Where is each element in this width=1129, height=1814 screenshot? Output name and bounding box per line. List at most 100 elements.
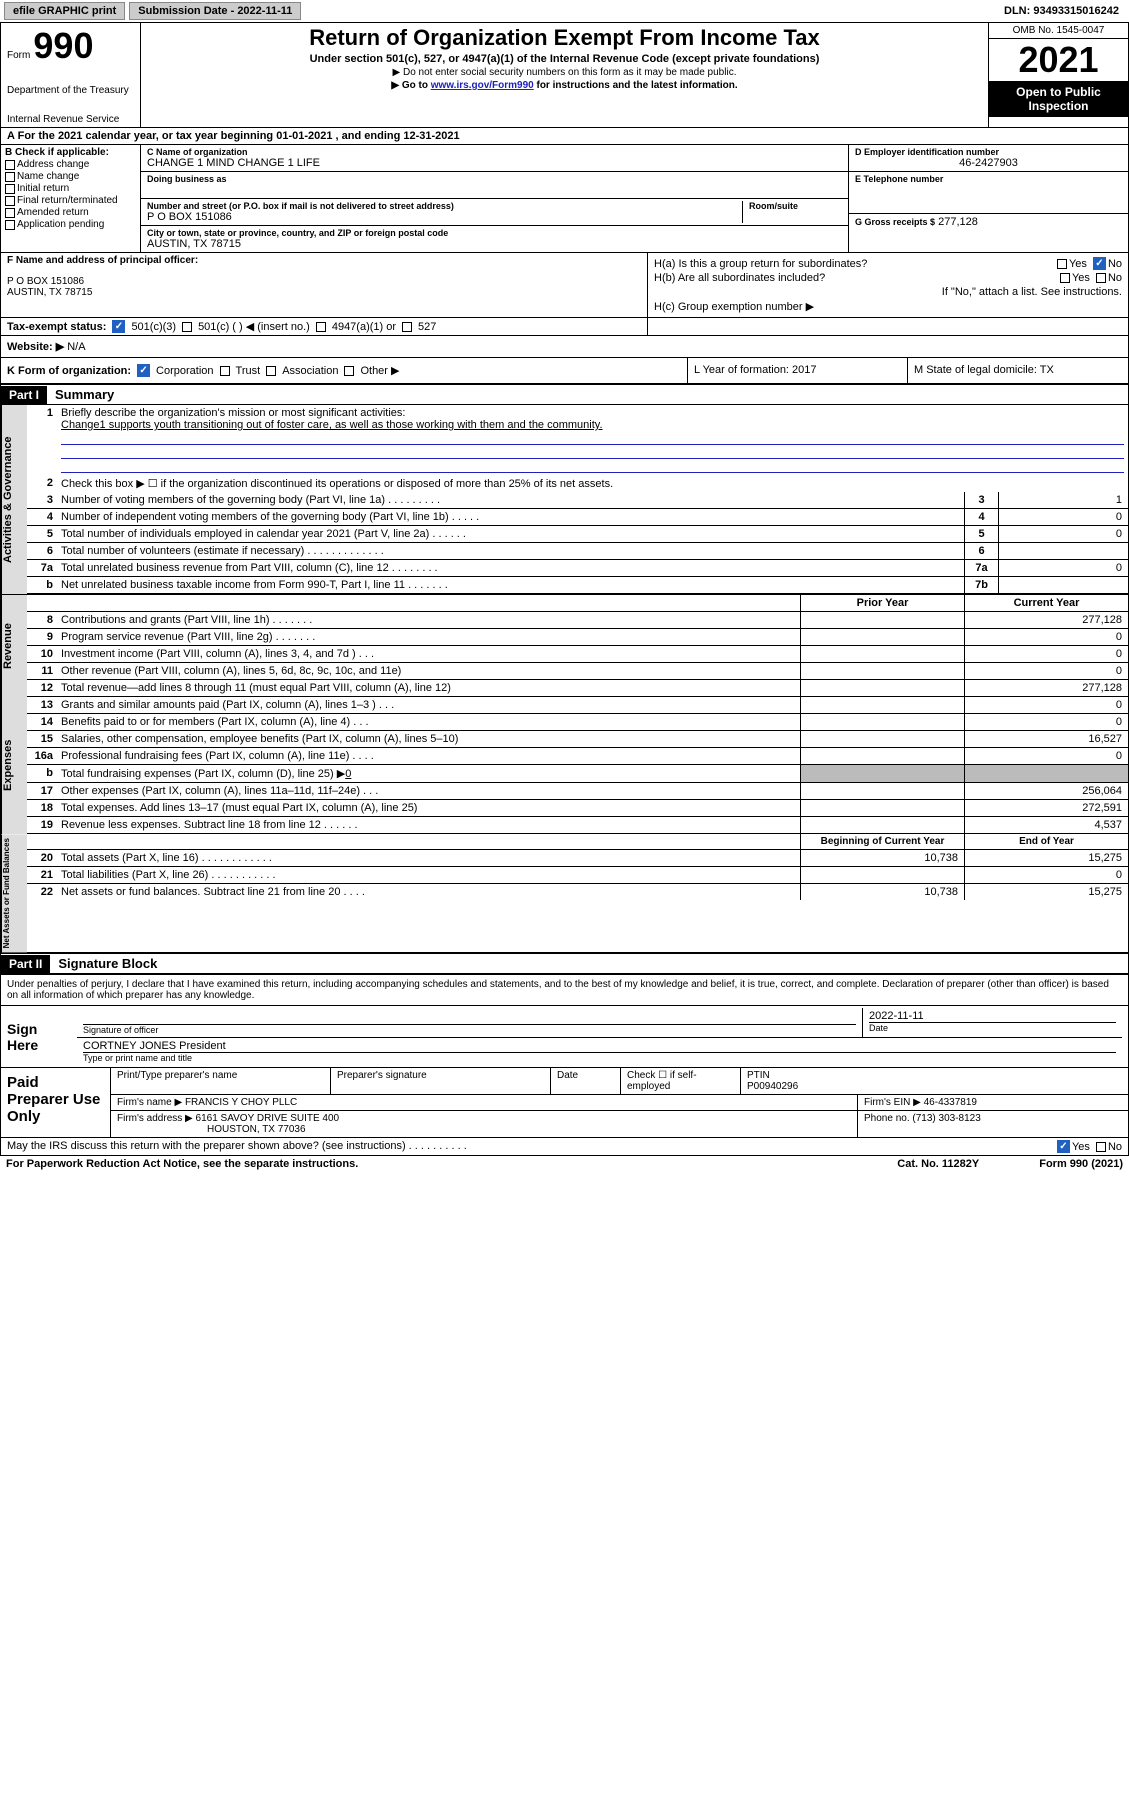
l7b: Net unrelated business taxable income fr… — [57, 577, 964, 593]
dln-label: DLN: 93493315016242 — [998, 3, 1125, 19]
firm-phone: (713) 303-8123 — [912, 1113, 980, 1124]
l12: Total revenue—add lines 8 through 11 (mu… — [57, 680, 800, 696]
l-value: L Year of formation: 2017 — [688, 358, 908, 383]
page-footer: For Paperwork Reduction Act Notice, see … — [0, 1156, 1129, 1172]
submission-date-button[interactable]: Submission Date - 2022-11-11 — [129, 2, 301, 20]
sign-here-block: Sign Here Signature of officer 2022-11-1… — [0, 1006, 1129, 1068]
b-label: B Check if applicable: — [5, 147, 136, 158]
i-label: Tax-exempt status: — [7, 321, 106, 333]
ptin-label: PTIN — [747, 1070, 1122, 1081]
irs-discuss-label: May the IRS discuss this return with the… — [7, 1140, 467, 1153]
e-label: E Telephone number — [855, 174, 1122, 184]
h-note: If "No," attach a list. See instructions… — [942, 286, 1122, 298]
c16a: 0 — [964, 748, 1128, 764]
street-value: P O BOX 151086 — [147, 211, 742, 223]
b22: 10,738 — [800, 884, 964, 900]
dept-label: Department of the Treasury — [7, 85, 134, 96]
l7a: Total unrelated business revenue from Pa… — [57, 560, 964, 576]
irs-link[interactable]: www.irs.gov/Form990 — [431, 80, 534, 91]
c15: 16,527 — [964, 731, 1128, 747]
l19: Revenue less expenses. Subtract line 18 … — [57, 817, 800, 833]
ha-no-checked[interactable]: ✓ — [1093, 257, 1106, 270]
ein-value: 46-2427903 — [855, 157, 1122, 169]
discuss-no[interactable] — [1096, 1142, 1106, 1152]
firm-name: FRANCIS Y CHOY PLLC — [185, 1097, 297, 1108]
ha-label: H(a) Is this a group return for subordin… — [654, 258, 1051, 270]
l16b: Total fundraising expenses (Part IX, col… — [57, 765, 800, 782]
pt-date-label: Date — [551, 1068, 621, 1094]
website-value: N/A — [67, 341, 85, 353]
sig-declaration: Under penalties of perjury, I declare th… — [0, 974, 1129, 1006]
form-subtitle-1: Under section 501(c), 527, or 4947(a)(1)… — [147, 53, 982, 65]
l17: Other expenses (Part IX, column (A), lin… — [57, 783, 800, 799]
part2-title: Signature Block — [50, 954, 165, 973]
check-corp[interactable]: ✓ — [137, 364, 150, 377]
ha-yes[interactable] — [1057, 259, 1067, 269]
check-501c[interactable] — [182, 322, 192, 332]
c12: 277,128 — [964, 680, 1128, 696]
tab-expenses: Expenses — [1, 697, 27, 834]
block-f: F Name and address of principal officer:… — [1, 253, 648, 317]
check-app-pending[interactable] — [5, 220, 15, 230]
firm-addr1: 6161 SAVOY DRIVE SUITE 400 — [196, 1113, 340, 1124]
dba-label: Doing business as — [147, 174, 842, 184]
firm-addr2: HOUSTON, TX 77036 — [207, 1124, 306, 1135]
row-i: Tax-exempt status: ✓501(c)(3) 501(c) ( )… — [0, 318, 1129, 336]
tab-revenue: Revenue — [1, 595, 27, 697]
l13: Grants and similar amounts paid (Part IX… — [57, 697, 800, 713]
part1-tag: Part I — [1, 386, 47, 404]
end-header: End of Year — [964, 834, 1128, 849]
form-number: 990 — [33, 25, 93, 66]
paperwork-notice: For Paperwork Reduction Act Notice, see … — [6, 1158, 358, 1170]
check-527[interactable] — [402, 322, 412, 332]
pt-check-label: Check ☐ if self-employed — [621, 1068, 741, 1094]
hb-no[interactable] — [1096, 273, 1106, 283]
efile-button[interactable]: efile GRAPHIC print — [4, 2, 125, 20]
l4v: 0 — [998, 509, 1128, 525]
discuss-yes-checked[interactable]: ✓ — [1057, 1140, 1070, 1153]
part2-header: Part II Signature Block — [0, 953, 1129, 974]
c17: 256,064 — [964, 783, 1128, 799]
check-other[interactable] — [344, 366, 354, 376]
tax-year: 2021 — [989, 39, 1128, 81]
block-h: H(a) Is this a group return for subordin… — [648, 253, 1128, 317]
check-assoc[interactable] — [266, 366, 276, 376]
city-label: City or town, state or province, country… — [147, 228, 842, 238]
c18: 272,591 — [964, 800, 1128, 816]
form-header: Form 990 Department of the Treasury Inte… — [0, 22, 1129, 128]
row-j: Website: ▶ N/A — [0, 336, 1129, 358]
firm-phone-label: Phone no. — [864, 1113, 910, 1124]
m-value: M State of legal domicile: TX — [908, 358, 1128, 383]
tab-net-assets: Net Assets or Fund Balances — [1, 834, 27, 952]
part1-header: Part I Summary — [0, 384, 1129, 405]
l11: Other revenue (Part VIII, column (A), li… — [57, 663, 800, 679]
c19: 4,537 — [964, 817, 1128, 833]
c8: 277,128 — [964, 612, 1128, 628]
f-addr1: P O BOX 151086 — [7, 276, 641, 287]
check-amended[interactable] — [5, 208, 15, 218]
e22: 15,275 — [964, 884, 1128, 900]
hb-yes[interactable] — [1060, 273, 1070, 283]
check-final-return[interactable] — [5, 196, 15, 206]
block-de: D Employer identification number 46-2427… — [848, 145, 1128, 252]
form-label: Form — [7, 50, 30, 61]
section-ag: Activities & Governance 1 Briefly descri… — [0, 405, 1129, 594]
c-label: C Name of organization — [147, 147, 842, 157]
l3v: 1 — [998, 492, 1128, 508]
l21: Total liabilities (Part X, line 26) . . … — [57, 867, 800, 883]
topbar: efile GRAPHIC print Submission Date - 20… — [0, 0, 1129, 22]
check-4947[interactable] — [316, 322, 326, 332]
e21: 0 — [964, 867, 1128, 883]
check-trust[interactable] — [220, 366, 230, 376]
paid-label: Paid Preparer Use Only — [1, 1068, 111, 1137]
form-subtitle-2: ▶ Do not enter social security numbers o… — [147, 67, 982, 78]
check-name-change[interactable] — [5, 172, 15, 182]
room-label: Room/suite — [749, 201, 842, 211]
check-initial-return[interactable] — [5, 184, 15, 194]
street-label: Number and street (or P.O. box if mail i… — [147, 201, 742, 211]
block-bcde: B Check if applicable: Address change Na… — [0, 145, 1129, 253]
check-501c3[interactable]: ✓ — [112, 320, 125, 333]
check-address-change[interactable] — [5, 160, 15, 170]
g-label: G Gross receipts $ — [855, 217, 935, 227]
f-addr2: AUSTIN, TX 78715 — [7, 287, 641, 298]
